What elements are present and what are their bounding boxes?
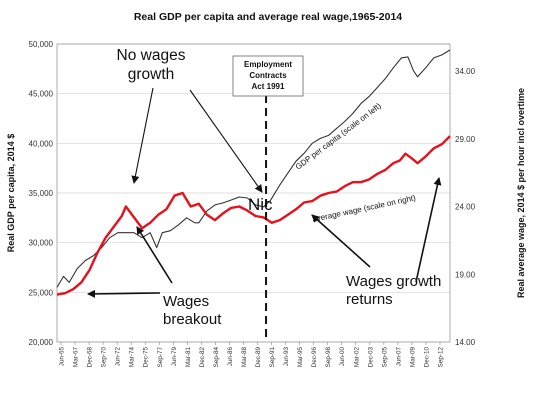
arrow-no-wages-growth xyxy=(131,87,154,184)
x-tick-label: Sep-91 xyxy=(269,347,276,368)
left-tick-label: 35,000 xyxy=(29,189,54,198)
left-tick-label: 30,000 xyxy=(29,239,54,248)
right-tick-label: 29.00 xyxy=(455,135,476,144)
x-tick-label: Dec-03 xyxy=(367,347,374,368)
x-tick-label: Jun-00 xyxy=(339,347,346,367)
x-tick-label: Jun-93 xyxy=(283,347,290,367)
arrow-to-act xyxy=(189,89,263,193)
plot-area-border xyxy=(56,43,451,343)
x-tick-label: Mar-95 xyxy=(297,347,304,367)
x-tick-label: Mar-67 xyxy=(73,347,80,367)
wages-breakout-label: Wages breakout xyxy=(163,293,222,328)
x-tick-label: Jun-86 xyxy=(227,347,234,367)
x-tick-label: Dec-10 xyxy=(423,347,430,368)
x-axis: Jun-65 Mar-67 Dec-68 Sep-70 Jun-72 Mar-74 Dec-… xyxy=(59,342,445,367)
left-tick-label: 45,000 xyxy=(29,90,54,99)
left-tick-label: 40,000 xyxy=(29,139,54,148)
right-axis: 14.00 19.00 24.00 29.00 34.00 xyxy=(455,67,476,347)
x-tick-label: Mar-09 xyxy=(409,347,416,367)
gdp-series-label: GDP per capita (scale on left) xyxy=(294,101,383,171)
x-tick-label: Dec-89 xyxy=(255,347,262,368)
left-tick-label: 25,000 xyxy=(29,288,54,297)
right-tick-label: 14.00 xyxy=(455,338,476,347)
x-tick-label: Dec-75 xyxy=(143,347,150,368)
x-tick-label: Jun-07 xyxy=(395,347,402,367)
nic-label: Nic xyxy=(248,195,273,214)
x-tick-label: Mar-88 xyxy=(241,347,248,367)
right-tick-label: 19.00 xyxy=(455,270,476,279)
series-layer xyxy=(56,49,451,296)
average-wage-line xyxy=(56,135,451,296)
right-tick-label: 34.00 xyxy=(455,67,476,76)
gdp-per-capita-line xyxy=(56,49,451,288)
right-tick-label: 24.00 xyxy=(455,203,476,212)
arrow-breakout-left xyxy=(87,289,161,298)
employment-act-label: Employment Contracts Act 1991 xyxy=(244,60,292,91)
x-tick-label: Jun-72 xyxy=(115,347,122,367)
x-tick-label: Sep-98 xyxy=(325,347,332,368)
left-axis: 20,000 25,000 30,000 35,000 40,000 45,000 50,0… xyxy=(29,40,54,347)
left-axis-label: Real GDP per capita, 2014 $ xyxy=(6,134,16,252)
x-tick-label: Sep-84 xyxy=(213,347,220,368)
wage-series-label: average wage (scale on right) xyxy=(312,193,417,224)
x-tick-label: Mar-02 xyxy=(353,347,360,367)
left-tick-label: 20,000 xyxy=(29,338,54,347)
right-axis-label: Real average wage, 2014 $ per hour incl … xyxy=(516,88,526,298)
x-tick-label: Sep-70 xyxy=(101,347,108,368)
no-wages-growth-label: No wages growth xyxy=(117,47,186,83)
arrow-returns-left xyxy=(311,214,371,268)
x-tick-label: Dec-96 xyxy=(311,347,318,368)
x-tick-label: Mar-81 xyxy=(185,347,192,367)
chart-title: Real GDP per capita and average real wag… xyxy=(134,11,402,23)
x-tick-label: Sep-12 xyxy=(438,347,445,368)
x-tick-label: Jun-65 xyxy=(59,347,66,367)
x-tick-label: Dec-68 xyxy=(87,347,94,368)
x-tick-label: Sep-77 xyxy=(157,347,164,368)
employment-act-box xyxy=(232,55,304,97)
arrow-returns-up xyxy=(415,177,442,283)
x-tick-label: Sep-05 xyxy=(381,347,388,368)
wages-growth-returns-label: Wages growth returns xyxy=(346,273,441,308)
x-tick-label: Jun-79 xyxy=(171,347,178,367)
arrow-breakout-up xyxy=(136,226,173,284)
x-tick-label: Mar-74 xyxy=(129,347,136,367)
left-tick-label: 50,000 xyxy=(29,40,54,49)
x-tick-label: Dec-82 xyxy=(199,347,206,368)
